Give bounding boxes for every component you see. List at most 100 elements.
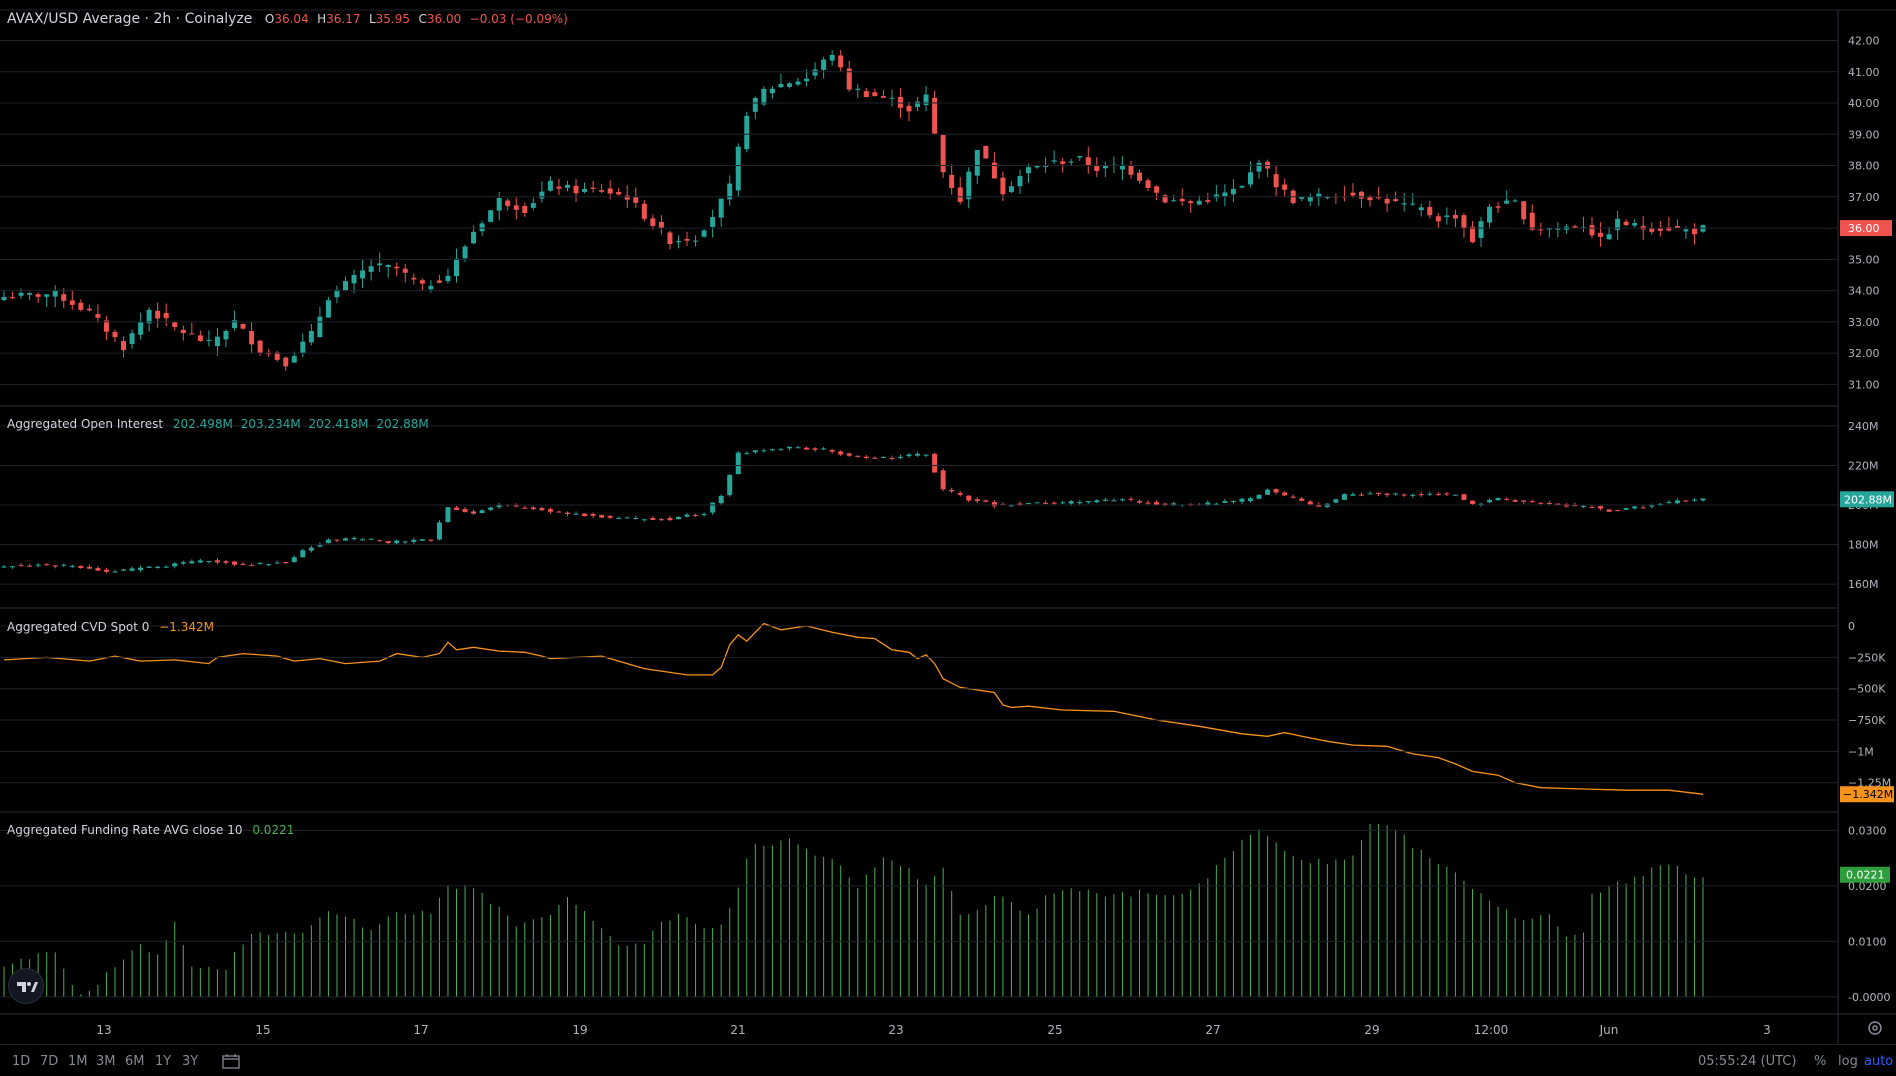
candle-body[interactable] [838, 55, 844, 68]
candle-body[interactable] [214, 336, 220, 347]
oi-candle-body[interactable] [590, 513, 596, 516]
candle-body[interactable] [10, 297, 16, 299]
oi-candle-body[interactable] [197, 560, 203, 563]
utc-clock[interactable]: 05:55:24 (UTC) [1698, 1054, 1797, 1069]
candle-body[interactable] [547, 180, 553, 191]
oi-candle-body[interactable] [786, 446, 792, 449]
candle-body[interactable] [300, 341, 306, 354]
candle-body[interactable] [1196, 200, 1202, 205]
log-scale-toggle[interactable]: log [1838, 1054, 1858, 1069]
candle-body[interactable] [752, 97, 758, 112]
oi-candle-body[interactable] [718, 495, 724, 504]
oi-candle-body[interactable] [1051, 502, 1057, 504]
oi-candle-body[interactable] [564, 512, 570, 515]
candle-body[interactable] [368, 266, 374, 272]
candle-body[interactable] [1316, 193, 1322, 198]
price-pane[interactable] [1, 50, 1706, 371]
oi-candle-body[interactable] [940, 470, 946, 490]
candle-body[interactable] [419, 280, 425, 284]
oi-candle-body[interactable] [1171, 503, 1177, 505]
timeframe-6m-button[interactable]: 6M [125, 1054, 145, 1069]
oi-candle-body[interactable] [675, 516, 681, 520]
candle-body[interactable] [1137, 172, 1143, 181]
oi-candle-body[interactable] [1213, 503, 1219, 505]
funding-rate-pane[interactable] [3, 823, 1704, 997]
oi-candle-body[interactable] [658, 519, 664, 521]
oi-candle-body[interactable] [360, 539, 366, 541]
candle-body[interactable] [1205, 200, 1211, 202]
oi-candle-body[interactable] [1435, 494, 1441, 496]
oi-candle-body[interactable] [1145, 502, 1151, 504]
oi-candle-body[interactable] [923, 454, 929, 456]
oi-candle-body[interactable] [1034, 502, 1040, 504]
oi-candle-body[interactable] [1333, 499, 1339, 503]
oi-candle-body[interactable] [334, 539, 340, 541]
oi-candle-body[interactable] [402, 541, 408, 543]
oi-candle-body[interactable] [1649, 504, 1655, 507]
oi-candle-body[interactable] [573, 513, 579, 515]
candle-body[interactable] [496, 198, 502, 211]
oi-candle-body[interactable] [530, 507, 536, 510]
candle-body[interactable] [923, 94, 929, 106]
oi-candle-body[interactable] [18, 565, 24, 567]
candle-body[interactable] [1051, 160, 1057, 162]
candle-body[interactable] [1598, 232, 1604, 237]
oi-candle-body[interactable] [283, 562, 289, 564]
candle-body[interactable] [471, 231, 477, 244]
oi-candle-body[interactable] [1102, 499, 1108, 501]
oi-candle-body[interactable] [394, 540, 400, 544]
candle-body[interactable] [1546, 228, 1552, 230]
oi-candle-body[interactable] [804, 447, 810, 450]
candle-body[interactable] [249, 330, 255, 345]
oi-candle-body[interactable] [880, 457, 886, 459]
oi-candle-body[interactable] [846, 453, 852, 456]
oi-candle-body[interactable] [10, 566, 16, 568]
candle-body[interactable] [991, 162, 997, 179]
oi-candle-body[interactable] [1538, 502, 1544, 504]
oi-candle-body[interactable] [462, 509, 468, 513]
candle-body[interactable] [411, 277, 417, 280]
auto-scale-toggle[interactable]: auto [1864, 1054, 1894, 1069]
candle-body[interactable] [436, 280, 442, 283]
oi-candle-body[interactable] [778, 449, 784, 451]
candle-body[interactable] [1521, 201, 1527, 220]
candle-body[interactable] [206, 339, 212, 341]
oi-candle-body[interactable] [1367, 493, 1373, 495]
oi-candle-body[interactable] [710, 502, 716, 513]
candle-body[interactable] [1504, 200, 1510, 204]
candle-body[interactable] [86, 308, 92, 311]
candle-body[interactable] [1674, 225, 1680, 229]
tradingview-logo-icon[interactable] [8, 968, 44, 1004]
oi-candle-body[interactable] [863, 456, 869, 459]
oi-candle-body[interactable] [1077, 502, 1083, 504]
candle-body[interactable] [61, 294, 67, 301]
oi-candle-body[interactable] [172, 563, 178, 567]
candle-body[interactable] [78, 302, 84, 310]
oi-candle-body[interactable] [582, 513, 588, 517]
candle-body[interactable] [564, 184, 570, 188]
candle-body[interactable] [308, 330, 314, 343]
oi-candle-body[interactable] [1341, 494, 1347, 500]
oi-candle-body[interactable] [1555, 503, 1561, 505]
oi-candle-body[interactable] [95, 568, 101, 571]
oi-candle-body[interactable] [385, 541, 391, 543]
candle-body[interactable] [18, 292, 24, 296]
candle-body[interactable] [1299, 196, 1305, 199]
candle-body[interactable] [1307, 196, 1313, 202]
oi-candle-body[interactable] [1452, 494, 1458, 496]
candle-body[interactable] [385, 265, 391, 267]
oi-candle-body[interactable] [641, 519, 647, 521]
oi-candle-body[interactable] [308, 547, 314, 551]
candle-body[interactable] [1239, 185, 1245, 188]
oi-candle-body[interactable] [189, 561, 195, 564]
candle-body[interactable] [1478, 221, 1484, 238]
candle-body[interactable] [957, 187, 963, 202]
oi-candle-body[interactable] [1384, 493, 1390, 496]
candle-body[interactable] [291, 356, 297, 363]
candle-body[interactable] [701, 230, 707, 237]
oi-candle-body[interactable] [1615, 510, 1621, 512]
candle-body[interactable] [1017, 176, 1023, 187]
oi-candle-body[interactable] [633, 517, 639, 519]
oi-candle-body[interactable] [949, 489, 955, 492]
